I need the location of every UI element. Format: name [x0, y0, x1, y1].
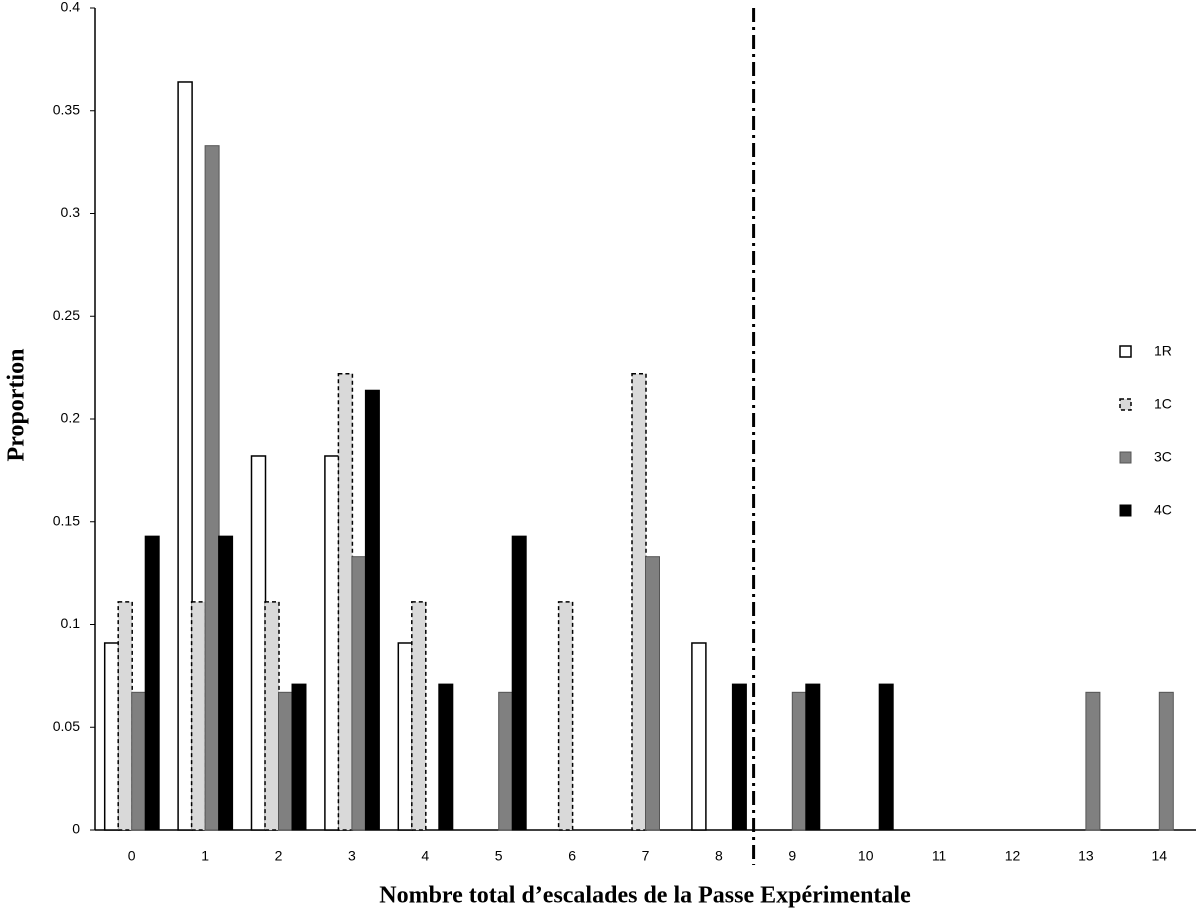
bar	[557, 601, 574, 831]
x-tick-label: 10	[858, 848, 874, 864]
bar	[397, 642, 414, 831]
y-axis-title: Proportion	[4, 349, 30, 462]
bar	[218, 535, 234, 831]
x-tick-label: 13	[1078, 848, 1094, 864]
bar	[291, 683, 307, 831]
x-tick-label: 6	[568, 848, 576, 864]
bar	[438, 683, 454, 831]
x-tick-label: 11	[932, 848, 947, 864]
bar	[103, 642, 120, 831]
legend-swatch	[1119, 504, 1132, 517]
y-tick-label: 0.4	[61, 0, 81, 15]
y-tick-label: 0	[72, 821, 80, 837]
bar	[131, 691, 147, 831]
bar	[177, 81, 193, 831]
bar	[337, 373, 354, 831]
x-tick-label: 5	[495, 848, 503, 864]
bar	[691, 642, 707, 831]
bar	[805, 683, 821, 831]
legend-swatch	[1119, 451, 1132, 464]
bar	[117, 601, 133, 831]
bar	[351, 556, 367, 831]
bar	[731, 683, 747, 831]
x-axis-title: Nombre total d’escalades de la Passe Exp…	[379, 883, 911, 909]
x-tick-label: 3	[348, 848, 356, 864]
bar	[791, 691, 807, 831]
bar	[511, 535, 527, 831]
y-tick-label: 0.25	[53, 307, 80, 323]
x-tick-label: 8	[715, 848, 723, 864]
x-tick-label: 12	[1005, 848, 1021, 864]
bar	[324, 455, 340, 831]
legend-label: 1R	[1154, 343, 1172, 359]
bar	[278, 691, 293, 831]
legend-label: 3C	[1154, 449, 1172, 465]
bar	[204, 145, 220, 831]
bar	[1158, 691, 1174, 831]
y-tick-label: 0.15	[53, 512, 80, 528]
bar	[144, 535, 160, 831]
y-tick-label: 0.35	[53, 101, 80, 117]
bar	[364, 389, 380, 831]
y-tick-label: 0.2	[61, 410, 81, 426]
x-tick-label: 7	[642, 848, 650, 864]
y-tick-label: 0.05	[53, 718, 80, 734]
legend-swatch	[1119, 345, 1132, 358]
bar	[645, 556, 660, 831]
x-tick-label: 0	[128, 848, 136, 864]
y-tick-label: 0.3	[61, 204, 81, 220]
x-tick-label: 1	[201, 848, 209, 864]
bar	[878, 683, 894, 831]
x-tick-label: 2	[275, 848, 283, 864]
bar	[631, 373, 647, 831]
y-tick-label: 0.1	[61, 615, 81, 631]
bar	[190, 601, 207, 831]
x-tick-label: 4	[421, 848, 429, 864]
bar	[264, 601, 280, 831]
legend-label: 1C	[1154, 396, 1172, 412]
legend-swatch	[1119, 398, 1132, 411]
x-tick-label: 9	[788, 848, 796, 864]
bar	[1085, 691, 1101, 831]
bar	[498, 691, 514, 831]
legend-label: 4C	[1154, 502, 1172, 518]
bar	[411, 601, 427, 831]
x-tick-label: 14	[1152, 848, 1168, 864]
bar	[250, 455, 267, 831]
